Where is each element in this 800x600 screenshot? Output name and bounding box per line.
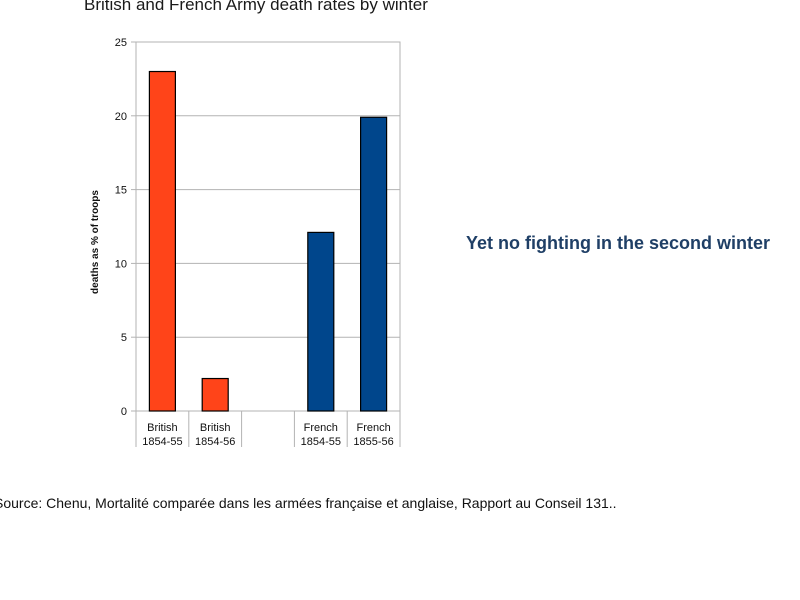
bar [360,116,388,412]
category-label: 1854-55 [142,436,182,448]
y-tick-label: 0 [121,406,127,418]
category-label: French [304,422,338,434]
side-annotation: Yet no fighting in the second winter [466,233,771,253]
y-tick-label: 25 [115,37,127,49]
y-axis-label: deaths as % of troops [90,190,101,294]
y-tick-label: 5 [121,332,127,344]
category-label: British [147,422,178,434]
bar [307,231,335,412]
bars [148,70,388,412]
bar-chart: 0 5 10 15 20 25 British 1854-55 British 1854-56 Fr… [90,37,401,448]
y-tick-label: 20 [115,111,127,123]
bar [148,70,176,412]
plot-frame [135,41,401,412]
y-tick-label: 15 [115,185,127,197]
source-note: Source: Chenu, Mortalité comparée dans l… [0,495,617,511]
y-tick-label: 10 [115,258,127,270]
category-label: 1855-56 [353,436,393,448]
category-label: 1854-56 [195,436,235,448]
labels: 0 5 10 15 20 25 British 1854-55 British 1854-56 Fr… [115,37,394,448]
category-label: British [200,422,231,434]
axes [131,41,401,447]
bar [201,377,229,412]
chart-title: British and French Army death rates by w… [84,0,428,14]
category-label: French [356,422,390,434]
category-label: 1854-55 [301,436,341,448]
